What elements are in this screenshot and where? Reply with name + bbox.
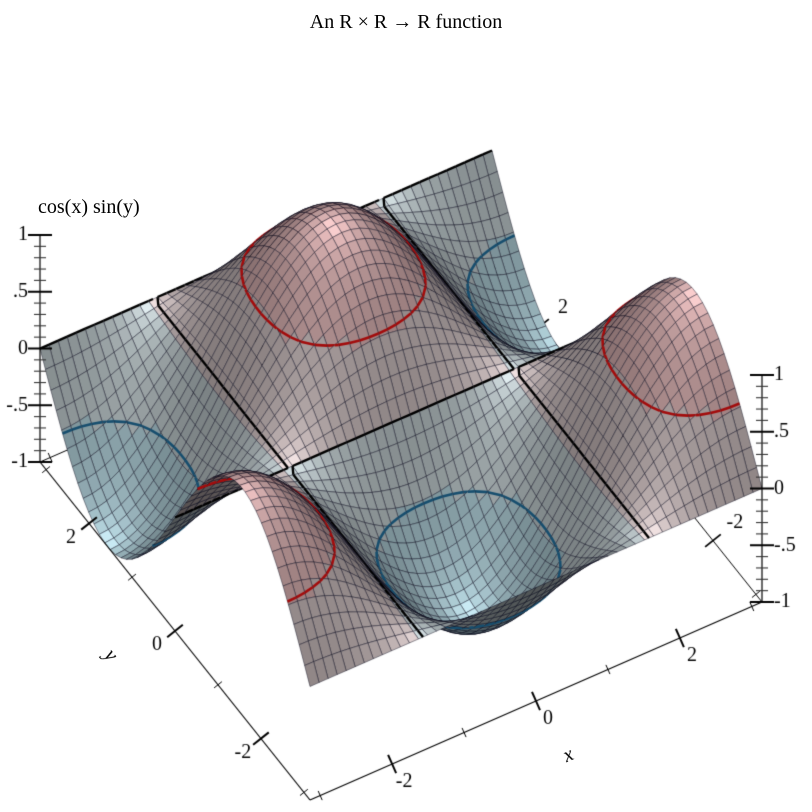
z-axis-label: cos(x) sin(y) (38, 196, 140, 218)
chart-title: An R × R → R function (309, 11, 503, 33)
